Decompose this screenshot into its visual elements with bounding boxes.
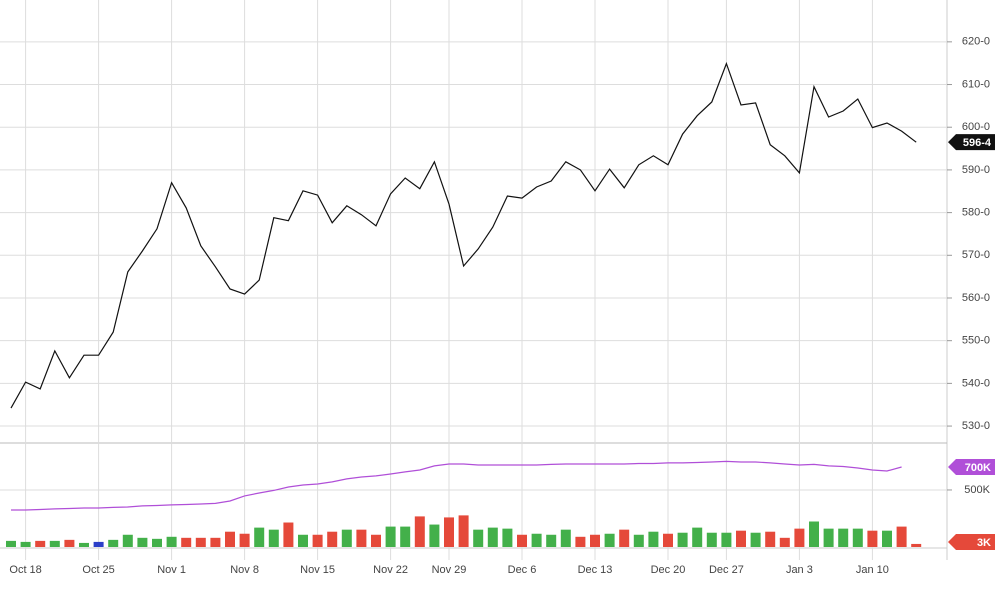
volume-bar [619, 529, 630, 547]
volume-bar [663, 533, 673, 547]
x-tick-label: Jan 10 [856, 564, 889, 576]
volume-bar [210, 537, 221, 547]
y-tick-label: 610-0 [962, 78, 990, 90]
volume-bar [575, 536, 586, 547]
volume-bar [371, 534, 381, 547]
x-tick-label: Nov 29 [432, 564, 467, 576]
y-tick-label: 560-0 [962, 292, 990, 304]
volume-bar [648, 531, 659, 547]
volume-bar [283, 522, 294, 547]
y2-tick-label: 500K [964, 484, 990, 496]
y-tick-label: 620-0 [962, 36, 990, 48]
y-tick-label: 580-0 [962, 207, 990, 219]
volume-bar [502, 528, 513, 547]
volume-bar [195, 537, 206, 547]
volume-bar [560, 529, 571, 547]
volume-bar [765, 531, 776, 547]
volume-bar [35, 540, 46, 547]
x-tick-label: Dec 13 [578, 564, 613, 576]
x-tick-label: Jan 3 [786, 564, 813, 576]
volume-bar [458, 515, 469, 547]
volume-bar [429, 524, 440, 547]
volume-bar [327, 531, 338, 547]
plot-bg [0, 0, 947, 560]
volume-bar [809, 521, 819, 547]
volume-bar [166, 536, 177, 547]
volume-bar [268, 529, 279, 547]
volume-bar [852, 528, 863, 547]
volume-bar [122, 534, 133, 547]
volume-bar [181, 537, 192, 547]
x-tick-label: Dec 20 [651, 564, 686, 576]
price-line [10, 61, 917, 409]
x-tick-label: Dec 27 [709, 564, 744, 576]
x-tick-label: Nov 22 [373, 564, 408, 576]
price-last-label: 596-4 [963, 137, 992, 149]
open-interest-line [11, 460, 902, 511]
volume-bar [312, 534, 323, 547]
y-tick-label: 540-0 [962, 377, 990, 389]
x-tick-label: Nov 15 [300, 564, 335, 576]
volume-bar [677, 532, 688, 547]
volume-bar [487, 527, 498, 547]
volume-bar [794, 528, 805, 547]
price-last-label-bg [948, 134, 995, 151]
volume-bar [706, 532, 717, 547]
y-tick-label: 570-0 [962, 249, 990, 261]
volume-bar [108, 539, 119, 547]
volume-bar [6, 540, 16, 547]
volume-bar [721, 532, 732, 547]
volume-bar [298, 534, 308, 547]
volume-bar [867, 530, 878, 547]
y-tick-label: 530-0 [962, 420, 990, 432]
volume-bar [20, 541, 31, 547]
x-tick-label: Nov 8 [230, 564, 259, 576]
volume-last-label: 3K [977, 537, 991, 549]
volume-bar [137, 537, 148, 547]
volume-bar [779, 537, 790, 547]
volume-bar [911, 543, 922, 547]
y-tick-label: 550-0 [962, 335, 990, 347]
volume-bar [400, 526, 411, 547]
volume-bar [838, 528, 849, 547]
volume-bar [896, 526, 907, 547]
volume-bar [692, 527, 703, 547]
volume-bar [414, 516, 425, 547]
volume-bar [356, 529, 367, 547]
oi-last-label-bg [948, 458, 995, 475]
volume-bar [79, 542, 89, 547]
volume-bar [444, 517, 454, 547]
volume-bar [546, 534, 557, 547]
volume-bar [736, 530, 746, 547]
x-tick-label: Nov 1 [157, 564, 186, 576]
volume-bar [604, 533, 615, 547]
volume-bar [254, 527, 265, 547]
x-tick-label: Oct 25 [82, 564, 114, 576]
volume-bar [225, 531, 235, 547]
volume-bar [517, 534, 527, 547]
volume-bar [473, 529, 484, 547]
volume-bar [385, 526, 396, 547]
volume-bar [152, 538, 162, 547]
x-tick-label: Oct 18 [9, 564, 41, 576]
volume-bar [531, 533, 542, 547]
oi-last-label: 700K [965, 462, 991, 474]
volume-bar [633, 534, 644, 547]
volume-bar [64, 539, 75, 547]
volume-bar [239, 533, 250, 547]
volume-bar [590, 534, 600, 547]
volume-bar [49, 540, 60, 547]
y-tick-label: 600-0 [962, 121, 990, 133]
volume-bar [882, 530, 892, 547]
volume-bar [823, 528, 834, 547]
volume-bar [750, 532, 761, 547]
y-tick-label: 590-0 [962, 164, 990, 176]
volume-bar [93, 541, 104, 547]
volume-bar [341, 529, 352, 547]
volume-last-label-bg [948, 533, 995, 550]
x-tick-label: Dec 6 [508, 564, 537, 576]
